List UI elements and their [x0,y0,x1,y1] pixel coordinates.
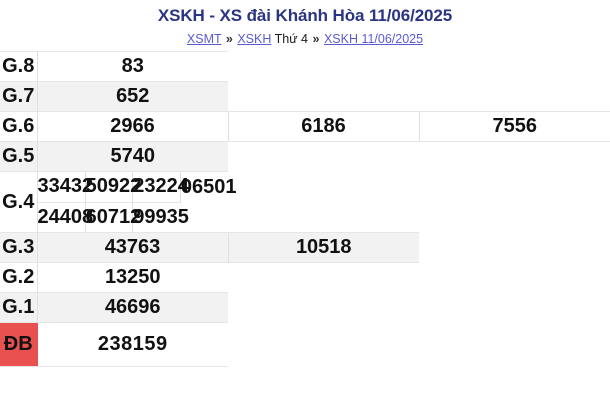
prize-label-db: ĐB [0,322,38,367]
g4-subrow-1: 33432 50922 23224 06501 [37,172,237,202]
breadcrumb-link-xskh[interactable]: XSKH [237,32,272,46]
prize-value-g4-6: 60712 [84,201,141,232]
prize-label-g8: G.8 [0,51,38,82]
breadcrumb-separator-2: » [312,32,320,46]
prize-value-g4-7: 99935 [132,201,189,232]
table-row-g7: G.7 652 [0,81,610,112]
prize-label-g4: G.4 [0,171,38,233]
prize-value-g6-3: 7556 [418,111,610,142]
breadcrumb-separator-1: » [225,32,233,46]
prize-value-g6-1: 2966 [37,111,228,142]
prize-value-db-1: 238159 [37,322,228,367]
table-row-db: ĐB 238159 [0,322,610,367]
prize-value-g3-2: 10518 [227,232,419,263]
g4-subrow-2: 24408 60712 99935 [37,201,229,232]
breadcrumb-link-xsmt[interactable]: XSMT [186,32,222,46]
prize-value-g3-1: 43763 [37,232,228,263]
prize-value-g1-1: 46696 [37,292,228,323]
prize-value-g4-2: 50922 [84,172,141,202]
prize-label-g7: G.7 [0,81,38,112]
prize-value-g7-1: 652 [37,81,228,112]
table-row-g1: G.1 46696 [0,292,610,323]
prize-label-g6: G.6 [0,111,38,142]
prize-value-g5-1: 5740 [37,141,228,172]
lottery-results-table: G.8 83 G.7 652 G.6 2966 6186 7556 G.5 57… [0,51,610,367]
prize-value-g2-1: 13250 [37,262,228,293]
table-row-g6: G.6 2966 6186 7556 [0,111,610,142]
g4-subtable: 33432 50922 23224 06501 24408 60712 9993… [37,172,237,232]
prize-label-g2: G.2 [0,262,38,293]
breadcrumb: XSMT » XSKH Thứ 4 » XSKH 11/06/2025 [0,26,610,50]
table-row-g5: G.5 5740 [0,141,610,172]
breadcrumb-link-xskh-date[interactable]: XSKH 11/06/2025 [323,32,424,46]
prize-value-g4-4: 06501 [179,172,237,202]
table-row-g4: G.4 33432 50922 23224 06501 24408 [0,171,610,233]
prize-value-g4-1: 33432 [37,172,93,202]
table-row-g3: G.3 43763 10518 [0,232,610,263]
prize-label-g3: G.3 [0,232,38,263]
prize-label-g1: G.1 [0,292,38,323]
prize-values-g4: 33432 50922 23224 06501 24408 60712 9993… [37,171,237,233]
breadcrumb-weekday: Thứ 4 [274,32,309,46]
prize-value-g4-3: 23224 [132,172,189,202]
prize-value-g6-2: 6186 [227,111,419,142]
table-row-g8: G.8 83 [0,51,610,82]
table-row-g2: G.2 13250 [0,262,610,293]
prize-value-g4-5: 24408 [37,201,93,232]
prize-value-g8-1: 83 [37,51,228,82]
prize-label-g5: G.5 [0,141,38,172]
page-title: XSKH - XS đài Khánh Hòa 11/06/2025 [157,6,453,25]
